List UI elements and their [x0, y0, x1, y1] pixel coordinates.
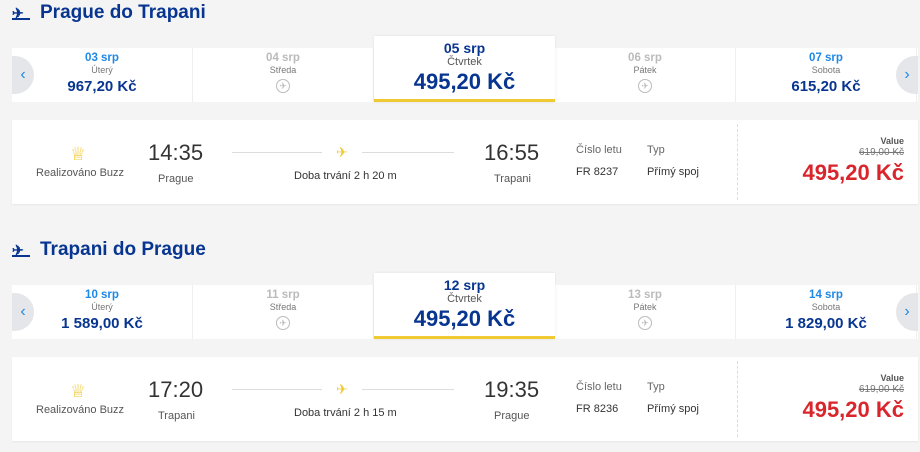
section-title: ✈ Trapani do Prague [12, 239, 206, 261]
weekday: Čtvrtek [447, 293, 482, 305]
departure-city: Prague [158, 173, 194, 185]
type-label: Typ [647, 381, 665, 393]
date: 10 srp [85, 289, 119, 301]
plane-icon: ✈ [336, 381, 348, 397]
route-line [232, 152, 322, 153]
departure-time: 17:20 [148, 377, 204, 402]
no-flight-icon: ✈ [276, 79, 290, 93]
operator: Realizováno Buzz [36, 404, 125, 416]
weekday: Pátek [633, 302, 657, 312]
date-cell[interactable]: 07 srp Sobota 615,20 Kč [736, 48, 917, 102]
plane-icon: ✈ [336, 144, 348, 160]
date-price: 967,20 Kč [67, 78, 137, 95]
date-price: 1 589,00 Kč [61, 315, 143, 332]
route-title: Prague do Trapani [40, 2, 206, 23]
route-line [362, 389, 454, 390]
flight-number-label: Číslo letu [576, 381, 622, 393]
date-cell[interactable]: 03 srp Úterý 967,20 Kč [12, 48, 193, 102]
date-price: 1 829,00 Kč [785, 315, 867, 332]
flight-type: Přímý spoj [647, 403, 699, 415]
no-flight-icon: ✈ [276, 316, 290, 330]
prev-dates-button[interactable]: ‹ [12, 293, 34, 331]
price[interactable]: 495,20 Kč [802, 160, 904, 185]
weekday: Středa [269, 302, 297, 312]
date-price: 615,20 Kč [791, 78, 861, 95]
date: 07 srp [809, 52, 843, 64]
weekday: Čtvrtek [447, 56, 482, 68]
no-flight-icon: ✈ [638, 79, 652, 93]
departure-city: Trapani [158, 410, 195, 422]
divider [737, 124, 738, 200]
no-flight-icon: ✈ [638, 316, 652, 330]
weekday: Úterý [91, 65, 113, 75]
arrival-city: Prague [494, 410, 530, 422]
duration: Doba trvání 2 h 20 m [294, 170, 397, 182]
date: 12 srp [443, 277, 486, 293]
date-price: 495,20 Kč [413, 306, 516, 331]
flight-type: Přímý spoj [647, 166, 699, 178]
section-title: ✈ Prague do Trapani [12, 2, 206, 24]
flight-card[interactable]: ♕ Realizováno Buzz 14:35 Prague ✈ Doba t… [12, 120, 918, 204]
next-dates-button[interactable]: › [896, 293, 918, 331]
duration: Doba trvání 2 h 15 m [294, 407, 397, 419]
price[interactable]: 495,20 Kč [802, 397, 904, 422]
type-label: Typ [647, 144, 665, 156]
date-cell[interactable]: 11 srp Středa ✈ [193, 285, 374, 339]
date: 14 srp [809, 289, 843, 301]
flight-number: FR 8237 [576, 166, 619, 178]
route-title: Trapani do Prague [40, 239, 206, 260]
date-cell[interactable]: 06 srp Pátek ✈ [555, 48, 736, 102]
flight-number-label: Číslo letu [576, 144, 622, 156]
route-line [232, 389, 322, 390]
arrival-time: 19:35 [484, 377, 540, 402]
weekday: Úterý [91, 302, 113, 312]
route-line [362, 152, 454, 153]
flight-section: ✈ Trapani do Prague 10 srp Úterý 1 589,0… [0, 237, 920, 452]
date-cell[interactable]: 13 srp Pátek ✈ [555, 285, 736, 339]
date: 04 srp [266, 52, 300, 64]
landing-icon: ✈ [12, 243, 30, 257]
date: 06 srp [628, 52, 662, 64]
fare-label: Value [880, 373, 904, 383]
date-cell[interactable]: 14 srp Sobota 1 829,00 Kč [736, 285, 917, 339]
airline-logo-icon: ♕ [70, 381, 87, 401]
airline-logo-icon: ♕ [70, 144, 87, 164]
old-price: 619,00 Kč [858, 384, 904, 395]
date-cell[interactable]: 10 srp Úterý 1 589,00 Kč [12, 285, 193, 339]
date-cell-selected[interactable]: 12 srp Čtvrtek 495,20 Kč [374, 273, 555, 339]
arrival-time: 16:55 [484, 140, 540, 165]
date-price: 495,20 Kč [413, 69, 516, 94]
date-cell-selected[interactable]: 05 srp Čtvrtek 495,20 Kč [374, 36, 555, 102]
weekday: Sobota [811, 65, 841, 75]
date-cell[interactable]: 04 srp Středa ✈ [193, 48, 374, 102]
takeoff-icon: ✈ [12, 6, 30, 20]
weekday: Sobota [811, 302, 841, 312]
flight-card[interactable]: ♕ Realizováno Buzz 17:20 Trapani ✈ Doba … [12, 357, 918, 441]
arrival-city: Trapani [494, 173, 531, 185]
prev-dates-button[interactable]: ‹ [12, 56, 34, 94]
operator: Realizováno Buzz [36, 167, 125, 179]
date: 11 srp [266, 289, 300, 301]
next-dates-button[interactable]: › [896, 56, 918, 94]
date: 03 srp [85, 52, 119, 64]
date: 13 srp [628, 289, 662, 301]
departure-time: 14:35 [148, 140, 204, 165]
flight-section: ✈ Prague do Trapani 03 srp Úterý 967,20 … [0, 0, 920, 215]
weekday: Pátek [633, 65, 657, 75]
weekday: Středa [269, 65, 297, 75]
flight-number: FR 8236 [576, 403, 619, 415]
divider [737, 361, 738, 437]
fare-label: Value [880, 136, 904, 146]
old-price: 619,00 Kč [858, 147, 904, 158]
date: 05 srp [443, 40, 486, 56]
